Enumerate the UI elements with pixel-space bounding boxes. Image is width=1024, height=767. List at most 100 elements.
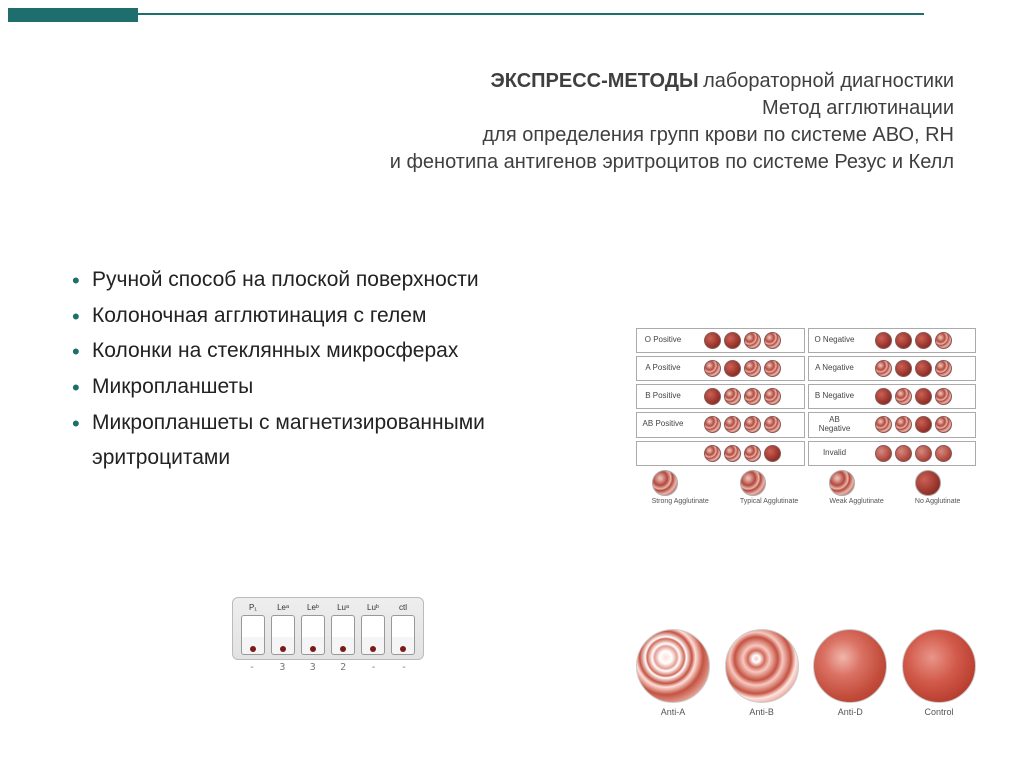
header-rule: [8, 13, 924, 15]
agg-circle: [724, 416, 741, 433]
gel-cassette: P₁ Leᵃ Leᵇ Luᵃ Luᵇ ctl - 3 3 2 - -: [232, 597, 424, 673]
header-line3: для определения групп крови по системе А…: [178, 122, 954, 149]
agg-circle: [764, 360, 781, 377]
agg-cell-label: O Positive: [641, 336, 685, 345]
result-circle-label: Control: [900, 707, 978, 717]
legend-label: Typical Agglutinate: [740, 498, 798, 505]
agg-cell: A Negative: [808, 356, 977, 381]
agg-circle: [875, 445, 892, 462]
agg-circle: [744, 388, 761, 405]
result-circle-item: Control: [900, 629, 978, 717]
agg-circle: [764, 416, 781, 433]
bullet-item: Колонки на стеклянных микросферах: [68, 333, 588, 369]
tube-column: [361, 615, 385, 655]
tube-column: [241, 615, 265, 655]
agglutination-chart: O Positive O Negative A Positive A Negative…: [636, 328, 976, 507]
agg-cell: O Positive: [636, 328, 805, 353]
legend-circle: [829, 470, 855, 496]
agg-cell-label: Invalid: [813, 449, 857, 458]
legend-circle: [740, 470, 766, 496]
agg-circle: [704, 360, 721, 377]
cassette-value: 3: [270, 662, 294, 673]
agg-circle: [764, 388, 781, 405]
agg-cell: B Negative: [808, 384, 977, 409]
agg-circle: [744, 416, 761, 433]
result-circle: [725, 629, 799, 703]
cassette-value: -: [362, 662, 386, 673]
cassette-value: 2: [331, 662, 355, 673]
header-title-bold: ЭКСПРЕСС-МЕТОДЫ: [491, 70, 699, 92]
tube-label: ctl: [391, 604, 415, 615]
agg-circle: [724, 332, 741, 349]
cassette-value: 3: [301, 662, 325, 673]
tube-column: [301, 615, 325, 655]
agg-circle: [724, 388, 741, 405]
bullet-list: Ручной способ на плоской поверхности Кол…: [68, 262, 588, 476]
agg-circle: [875, 360, 892, 377]
agg-circle: [704, 388, 721, 405]
cassette-value: -: [392, 662, 416, 673]
agg-circle: [875, 332, 892, 349]
agg-cell-label: A Negative: [813, 364, 857, 373]
result-circle-item: Anti-D: [811, 629, 889, 717]
result-circle-label: Anti-B: [723, 707, 801, 717]
agg-circle: [935, 445, 952, 462]
legend-label: Weak Agglutinate: [829, 498, 883, 505]
cassette-readout: - 3 3 2 - -: [232, 660, 424, 673]
agg-cell: B Positive: [636, 384, 805, 409]
agg-cell-label: AB Negative: [813, 416, 857, 434]
agg-circle: [935, 360, 952, 377]
agg-circle: [915, 416, 932, 433]
agg-cell: A Positive: [636, 356, 805, 381]
result-circle: [636, 629, 710, 703]
cassette-value: -: [240, 662, 264, 673]
legend-item: Weak Agglutinate: [829, 470, 883, 505]
agg-circle: [915, 445, 932, 462]
header-line4: и фенотипа антигенов эритроцитов по сист…: [178, 149, 954, 176]
cassette-body: P₁ Leᵃ Leᵇ Luᵃ Luᵇ ctl: [232, 597, 424, 660]
legend-circle: [915, 470, 941, 496]
agg-circle: [895, 332, 912, 349]
slide-header: ЭКСПРЕСС-МЕТОДЫ лабораторной диагностики…: [178, 68, 954, 176]
result-circle-item: Anti-B: [723, 629, 801, 717]
legend-item: No Agglutinate: [915, 470, 961, 505]
agg-cell-label: AB Positive: [641, 420, 685, 429]
tube-column: [391, 615, 415, 655]
tube-label: Luᵇ: [361, 604, 385, 615]
agg-circle: [935, 388, 952, 405]
bullet-item: Ручной способ на плоской поверхности: [68, 262, 588, 298]
legend-item: Typical Agglutinate: [740, 470, 798, 505]
agg-circle: [764, 332, 781, 349]
agg-circle: [895, 388, 912, 405]
header-title-rest: лабораторной диагностики: [703, 70, 954, 92]
tube-column: [331, 615, 355, 655]
agg-circle: [704, 332, 721, 349]
agg-circle: [764, 445, 781, 462]
bullet-item: Микропланшеты с магнетизированными эритр…: [68, 405, 588, 476]
agg-circle: [875, 416, 892, 433]
result-circle-item: Anti-A: [634, 629, 712, 717]
result-circles: Anti-A Anti-B Anti-D Control: [634, 629, 978, 717]
tube-label: Leᵇ: [301, 604, 325, 615]
agg-cell: [636, 441, 805, 466]
agg-circle: [915, 360, 932, 377]
agg-circle: [875, 388, 892, 405]
agg-cell: Invalid: [808, 441, 977, 466]
agg-circle: [935, 416, 952, 433]
agg-circle: [704, 416, 721, 433]
legend-item: Strong Agglutinate: [652, 470, 709, 505]
agg-circle: [724, 360, 741, 377]
agg-cell-label: B Positive: [641, 392, 685, 401]
agg-circle: [895, 360, 912, 377]
agg-circle: [744, 360, 761, 377]
agg-circle: [915, 332, 932, 349]
agg-cell-label: O Negative: [813, 336, 857, 345]
header-line2: Метод агглютинации: [178, 95, 954, 122]
agg-cell-label: B Negative: [813, 392, 857, 401]
result-circle-label: Anti-A: [634, 707, 712, 717]
result-circle: [813, 629, 887, 703]
agg-circle: [724, 445, 741, 462]
agg-circle: [935, 332, 952, 349]
bullet-item: Микропланшеты: [68, 369, 588, 405]
legend-circle: [652, 470, 678, 496]
